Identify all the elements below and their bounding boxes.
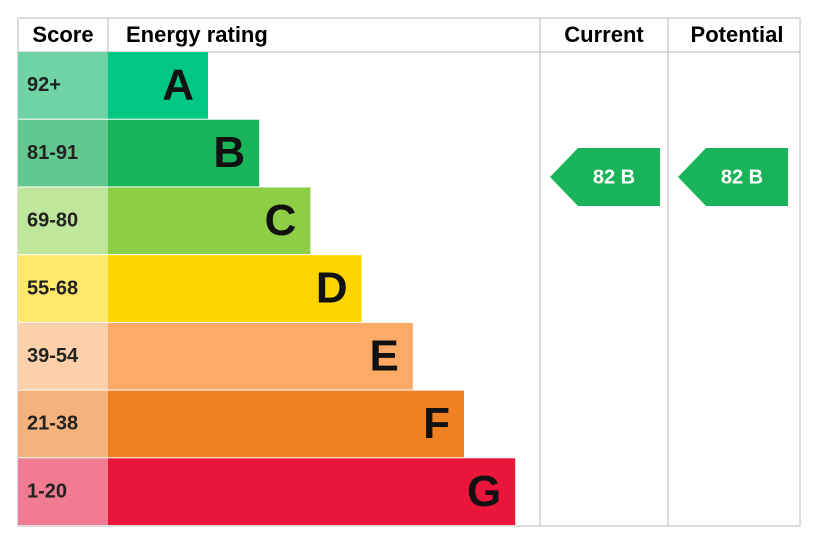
rating-letter: A	[162, 60, 194, 109]
score-cell	[18, 255, 108, 322]
potential-label: 82 B	[721, 166, 763, 188]
header-score: Score	[32, 22, 93, 47]
rating-letter: B	[213, 128, 245, 177]
score-range: 81-91	[27, 142, 78, 164]
score-range: 92+	[27, 74, 61, 96]
rating-letter: C	[265, 196, 297, 245]
rating-bar	[108, 390, 464, 458]
rating-bar	[108, 119, 260, 187]
rating-bar	[108, 52, 208, 119]
rating-letter: G	[467, 467, 501, 516]
rating-letter: D	[316, 264, 348, 313]
score-range: 21-38	[27, 413, 78, 435]
rating-letter: E	[369, 331, 398, 380]
score-cell	[18, 458, 108, 525]
rating-bar	[108, 187, 311, 255]
score-cell	[18, 119, 108, 187]
header-current: Current	[564, 22, 644, 47]
header-potential: Potential	[691, 22, 784, 47]
score-range: 69-80	[27, 210, 78, 232]
rating-bar	[108, 322, 413, 390]
rating-bar	[108, 458, 516, 525]
bands: 92+ A 81-91 B 69-80 C 55-68 D 39-54 E 21-38 F 1-20 G	[18, 52, 516, 525]
rating-bar	[108, 255, 362, 322]
score-range: 1-20	[27, 480, 67, 502]
current-label: 82 B	[593, 166, 635, 188]
score-range: 39-54	[27, 345, 79, 367]
score-cell	[18, 390, 108, 458]
score-cell	[18, 52, 108, 119]
score-cell	[18, 322, 108, 390]
header-rating: Energy rating	[126, 22, 268, 47]
rating-letter: F	[423, 399, 450, 448]
current-arrow	[550, 148, 660, 206]
score-cell	[18, 187, 108, 255]
score-range: 55-68	[27, 277, 78, 299]
potential-arrow	[678, 148, 788, 206]
